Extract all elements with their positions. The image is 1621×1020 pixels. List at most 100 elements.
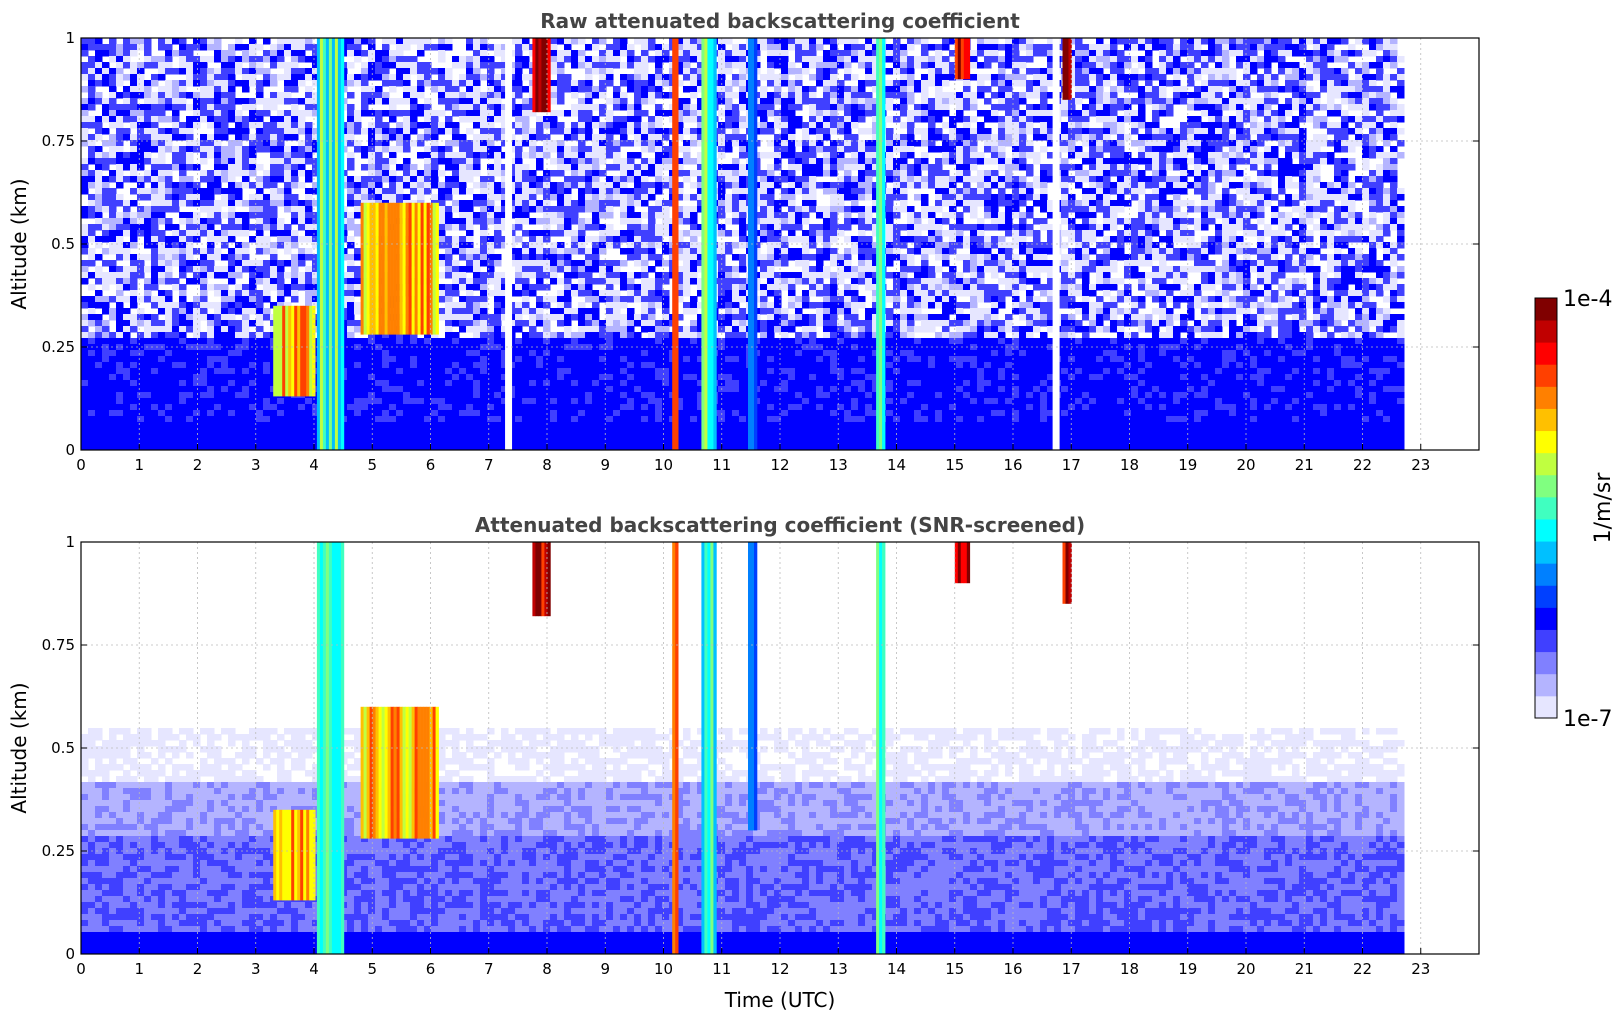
heatmap-cell [480,62,488,69]
heatmap-cell [221,440,229,447]
heatmap-cell [207,446,215,450]
heatmap-cell [445,176,453,183]
heatmap-cell [228,320,236,327]
heatmap-cell [648,290,656,297]
heatmap-cell [522,344,530,351]
heatmap-cell [536,200,544,207]
heatmap-cell [277,164,285,171]
heatmap-cell [515,200,523,207]
heatmap-cell [368,56,376,63]
heatmap-cell [354,284,362,291]
heatmap-cell [214,158,222,165]
heatmap-cell [312,164,320,171]
heatmap-cell [123,224,131,231]
heatmap-cell [606,302,614,309]
heatmap-cell [102,206,110,213]
heatmap-cell [403,350,411,357]
heatmap-cell [606,350,614,357]
heatmap-cell [585,104,593,111]
heatmap-cell [179,38,187,45]
heatmap-cell [102,104,110,111]
heatmap-cell [585,152,593,159]
heatmap-cell [193,182,201,189]
heatmap-cell [179,86,187,93]
heatmap-cell [88,68,96,75]
heatmap-cell [242,434,250,441]
heatmap-cell [606,284,614,291]
heatmap-cell [277,230,285,237]
heatmap-cell [193,56,201,63]
heatmap-cell [522,380,530,387]
heatmap-cell [242,356,250,363]
heatmap-cell [242,338,250,345]
heatmap-cell [305,176,313,183]
heatmap-cell [445,404,453,411]
heatmap-cell [116,158,124,165]
heatmap-cell [123,434,131,441]
heatmap-cell [487,188,495,195]
heatmap-cell [452,404,460,411]
heatmap-cell [410,332,418,339]
heatmap-cell [403,158,411,165]
heatmap-cell [186,446,194,450]
heatmap-cell [648,356,656,363]
heatmap-cell [403,110,411,117]
heatmap-cell [501,80,509,87]
heatmap-cell [592,206,600,213]
heatmap-cell [550,374,558,381]
heatmap-cell [186,158,194,165]
heatmap-cell [536,128,544,135]
heatmap-cell [172,50,180,57]
heatmap-cell [599,326,607,333]
heatmap-cell [207,206,215,213]
heatmap-cell [375,128,383,135]
heatmap-cell [242,404,250,411]
heatmap-cell [81,320,89,327]
heatmap-cell [144,356,152,363]
heatmap-cell [564,380,572,387]
heatmap-cell [480,398,488,405]
heatmap-cell [277,278,285,285]
heatmap-cell [263,308,271,315]
heatmap-cell [375,392,383,399]
heatmap-cell [116,362,124,369]
heatmap-cell [347,410,355,417]
heatmap-cell [312,242,320,249]
heatmap-cell [382,398,390,405]
heatmap-cell [564,350,572,357]
heatmap-cell [641,344,649,351]
heatmap-cell [627,218,635,225]
heatmap-cell [487,374,495,381]
heatmap-cell [585,350,593,357]
heatmap-cell [207,284,215,291]
heatmap-cell [592,218,600,225]
heatmap-cell [578,200,586,207]
heatmap-cell [382,92,390,99]
heatmap-cell [235,398,243,405]
heatmap-cell [298,410,306,417]
heatmap-cell [298,260,306,267]
heatmap-cell [424,170,432,177]
heatmap-cell [445,272,453,279]
heatmap-cell [270,416,278,423]
heatmap-cell [172,284,180,291]
heatmap-cell [536,152,544,159]
heatmap-cell [431,170,439,177]
heatmap-cell [585,326,593,333]
heatmap-cell [144,386,152,393]
heatmap-cell [571,146,579,153]
heatmap-cell [200,62,208,69]
heatmap-cell [550,368,558,375]
heatmap-cell [207,410,215,417]
heatmap-cell [291,404,299,411]
heatmap-cell [123,428,131,435]
heatmap-cell [480,128,488,135]
heatmap-cell [347,38,355,45]
heatmap-cell [676,164,684,171]
heatmap-cell [606,212,614,219]
heatmap-cell [473,38,481,45]
heatmap-cell [172,356,180,363]
heatmap-cell [305,152,313,159]
heatmap-cell [116,254,124,261]
heatmap-cell [501,350,509,357]
